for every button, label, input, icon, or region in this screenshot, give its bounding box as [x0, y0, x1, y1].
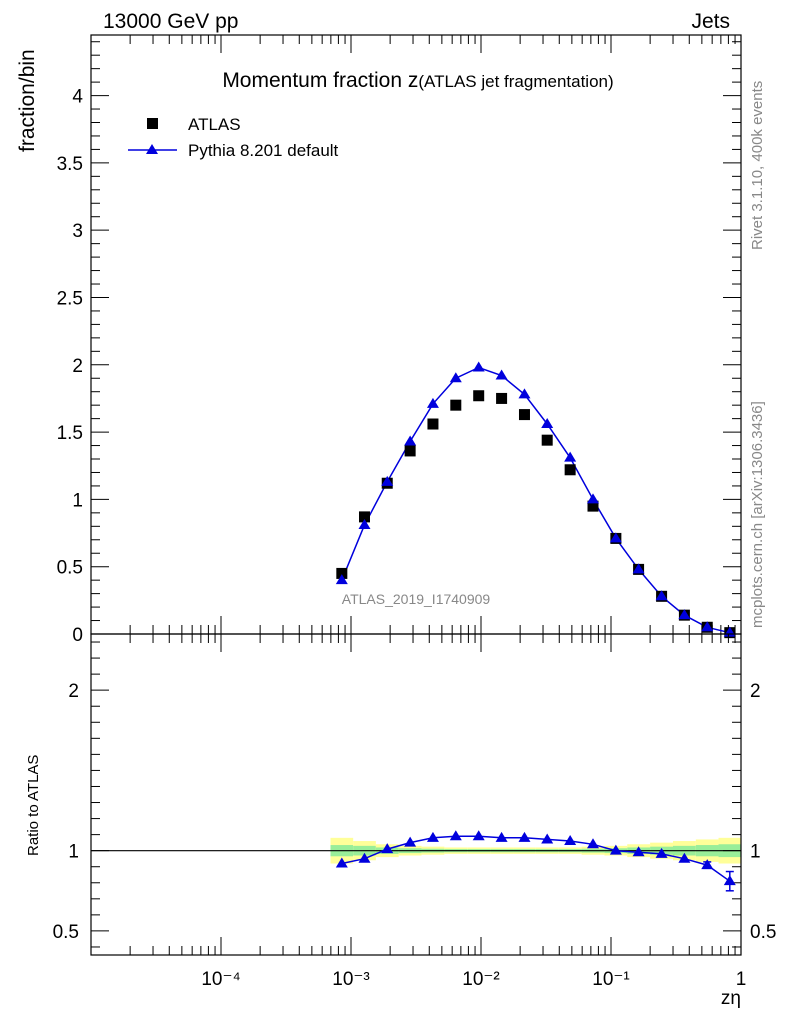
ratio-y-tick-label-right: 0.5	[750, 922, 776, 943]
main-plot-title-sub: (ATLAS jet fragmentation)	[418, 72, 613, 91]
main-y-tick-label: 0.5	[57, 558, 83, 579]
ratio-y-tick-label-right: 1	[750, 842, 761, 863]
main-y-tick-label: 3	[72, 221, 83, 242]
ratio-point	[655, 847, 668, 858]
ratio-y-axis-label: Ratio to ATLAS	[25, 755, 42, 856]
ratio-point	[586, 838, 599, 849]
main-y-tick-label: 0	[72, 625, 83, 646]
ratio-plot-data	[335, 830, 736, 892]
ratio-point	[358, 852, 371, 863]
legend-marker-pythia	[146, 144, 158, 154]
ratio-y-tick-label-left: 2	[68, 681, 79, 702]
legend-label-pythia: Pythia 8.201 default	[188, 141, 339, 160]
watermark: ATLAS_2019_I1740909	[342, 591, 491, 607]
atlas-point	[496, 392, 508, 404]
ratio-point	[381, 843, 394, 854]
pythia-point	[632, 563, 645, 574]
main-y-tick-label: 2	[72, 356, 83, 377]
main-plot-axes: 0 0.5 1 1.5 2 2.5 3 3.5 4	[57, 34, 742, 646]
atlas-point	[358, 511, 370, 523]
main-plot-title-main: Momentum fraction z	[222, 69, 418, 92]
ratio-point	[564, 835, 577, 846]
main-y-tick-label: 1.5	[57, 423, 83, 444]
pythia-point	[541, 418, 554, 429]
mcplots-label: mcplots.cern.ch [arXiv:1306.3436]	[749, 401, 766, 628]
header-left: 13000 GeV pp	[103, 10, 238, 33]
pythia-point	[586, 493, 599, 504]
ratio-point	[609, 844, 622, 855]
x-tick-label: 10⁻²	[462, 969, 500, 990]
ratio-y-tick-label-right: 2	[750, 681, 761, 702]
atlas-point	[404, 445, 416, 457]
rivet-label: Rivet 3.1.10, 400k events	[749, 81, 766, 250]
atlas-point	[336, 567, 348, 579]
x-tick-label: 10⁻³	[332, 969, 370, 990]
atlas-point	[518, 409, 530, 421]
pythia-point	[655, 590, 668, 601]
ratio-y-tick-label-left: 1	[68, 842, 79, 863]
main-y-tick-label: 2.5	[57, 288, 83, 309]
pythia-point	[678, 609, 691, 620]
atlas-point	[427, 418, 439, 430]
pythia-point	[449, 372, 462, 383]
ratio-plot-panel: 0.5 0.5 1 1 2 2 10⁻⁴ 10⁻³ 10⁻² 10⁻¹ 1 Ratio to ATL…	[25, 633, 776, 1009]
main-y-tick-label: 1	[72, 490, 83, 511]
atlas-point	[564, 464, 576, 476]
x-tick-label: 10⁻¹	[592, 969, 630, 990]
ratio-point	[404, 836, 417, 847]
ratio-point	[678, 852, 691, 863]
ratio-point	[632, 846, 645, 857]
x-axis-label: zη	[721, 988, 741, 1009]
x-tick-label: 10⁻⁴	[201, 969, 240, 990]
main-y-axis-label: fraction/bin	[16, 49, 39, 152]
main-y-tick-label: 3.5	[57, 154, 83, 175]
ratio-plot-frame	[90, 633, 742, 956]
ratio-point	[723, 875, 736, 886]
ratio-y-tick-label-left: 0.5	[53, 922, 79, 943]
main-plot-panel: 0 0.5 1 1.5 2 2.5 3 3.5 4 Momentum fraction z(AT…	[16, 34, 742, 646]
pythia-point	[701, 621, 714, 632]
header-right: Jets	[691, 10, 730, 33]
ratio-point	[541, 833, 554, 844]
pythia-point	[564, 451, 577, 462]
ratio-point	[701, 859, 714, 870]
pythia-point	[518, 388, 531, 399]
x-tick-label: 1	[736, 969, 747, 990]
legend: ATLAS Pythia 8.201 default	[128, 115, 339, 160]
pythia-point	[472, 361, 485, 372]
pythia-point	[381, 475, 394, 486]
legend-marker-atlas	[147, 118, 158, 129]
pythia-point	[426, 397, 439, 408]
pythia-point	[495, 369, 508, 380]
atlas-point	[541, 434, 553, 446]
ratio-point	[472, 830, 485, 841]
ratio-point	[449, 830, 462, 841]
atlas-point	[473, 390, 485, 402]
pythia-point	[358, 518, 371, 529]
ratio-point	[426, 831, 439, 842]
ratio-point	[518, 831, 531, 842]
atlas-point	[587, 500, 599, 512]
main-y-tick-label: 4	[72, 87, 83, 108]
ratio-point	[335, 857, 348, 868]
legend-label-atlas: ATLAS	[188, 115, 241, 134]
main-plot-title: Momentum fraction z(ATLAS jet fragmentat…	[222, 69, 613, 92]
main-plot-data	[335, 361, 736, 639]
ratio-point	[495, 831, 508, 842]
pythia-point	[335, 574, 348, 585]
ratio-plot-axes: 0.5 0.5 1 1 2 2 10⁻⁴ 10⁻³ 10⁻² 10⁻¹ 1	[53, 633, 776, 990]
atlas-point	[450, 399, 462, 411]
pythia-point	[609, 532, 622, 543]
pythia-point	[404, 435, 417, 446]
